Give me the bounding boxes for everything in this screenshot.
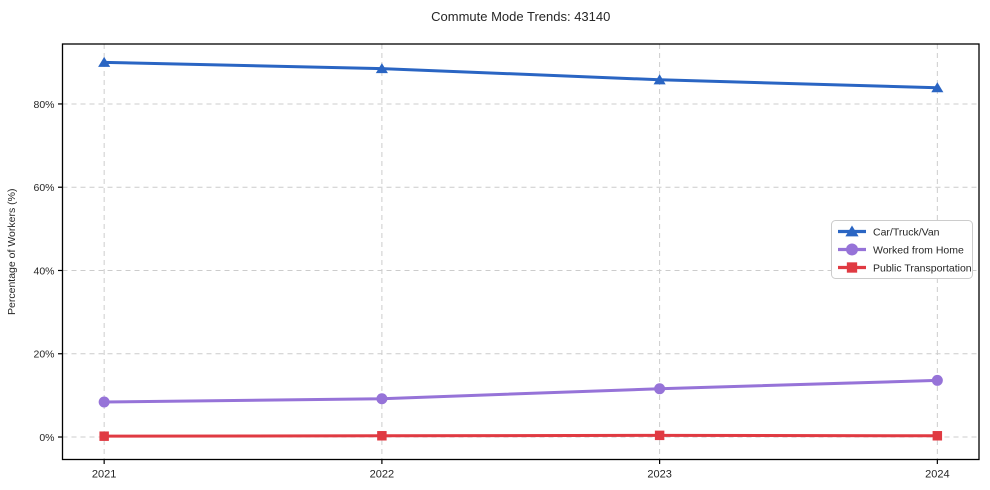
x-tick-label: 2022 — [370, 469, 394, 481]
legend-triangle-icon — [845, 225, 859, 237]
y-tick-label: 40% — [33, 265, 54, 277]
legend-square-icon — [846, 262, 858, 273]
legend-label: Public Transportation — [873, 262, 972, 274]
x-tick-label: 2021 — [92, 469, 116, 481]
legend-label: Worked from Home — [873, 244, 964, 256]
chart-title: Commute Mode Trends: 43140 — [431, 9, 610, 24]
data-point-marker — [654, 430, 665, 441]
data-point-marker — [932, 431, 943, 441]
x-tick-label: 2024 — [925, 469, 949, 481]
data-point-marker — [375, 63, 388, 74]
series-line — [102, 60, 939, 90]
series-public-transportation — [99, 430, 943, 441]
y-axis-label: Percentage of Workers (%) — [6, 189, 18, 315]
legend-entry: Public Transportation — [838, 262, 972, 274]
data-point-marker — [654, 383, 666, 395]
legend-box — [831, 220, 973, 279]
series-car-truck-van — [98, 56, 944, 93]
data-point-marker — [98, 396, 110, 408]
legend-label: Car/Truck/Van — [873, 226, 940, 238]
legend-entry: Worked from Home — [838, 243, 964, 256]
data-point-marker — [377, 431, 387, 441]
legend-circle-icon — [846, 243, 858, 256]
x-tick-label: 2023 — [647, 469, 671, 481]
plot-border — [61, 43, 980, 461]
y-tick-label: 80% — [33, 99, 54, 111]
data-point-marker — [376, 393, 388, 405]
series-line — [102, 433, 939, 438]
y-tick-label: 60% — [33, 182, 54, 194]
legend: Car/Truck/Van Worked from Home Public Tran… — [831, 220, 973, 279]
y-tick-label: 0% — [39, 432, 54, 444]
data-point-marker — [98, 56, 111, 67]
data-point-marker — [931, 374, 943, 386]
legend-entry: Car/Truck/Van — [838, 225, 940, 238]
series-line — [102, 378, 939, 404]
y-tick-label: 20% — [33, 349, 54, 361]
series-worked-from-home — [98, 374, 943, 408]
data-point-marker — [99, 431, 109, 441]
data-point-marker — [653, 74, 666, 85]
data-point-marker — [931, 82, 944, 93]
